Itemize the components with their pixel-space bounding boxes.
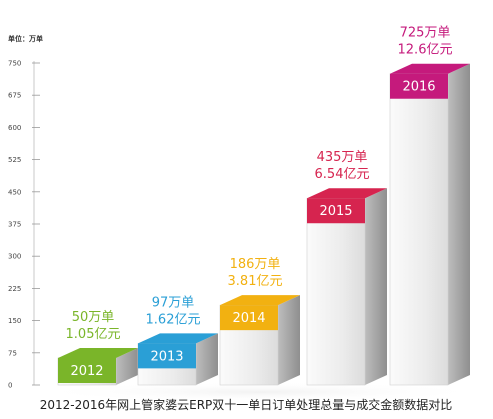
bar-top (307, 188, 387, 199)
unit-label: 单位：万单 (8, 34, 43, 43)
bar-front (389, 73, 449, 386)
y-tick-label: 225 (8, 285, 21, 293)
bar-top (138, 333, 218, 344)
bar-2012: 2012 (57, 348, 138, 386)
y-tick-label: 525 (8, 156, 21, 164)
order-count-label: 50万单 (72, 310, 115, 325)
amount-label: 1.05亿元 (66, 327, 121, 342)
amount-label: 12.6亿元 (398, 43, 453, 58)
y-axis: 0 75 150 225 300 375 450 525 600 675 750 (8, 60, 40, 390)
bar-side (448, 63, 470, 385)
year-label: 2012 (70, 364, 103, 379)
year-label: 2013 (150, 349, 183, 364)
bar-side (365, 188, 387, 385)
order-count-label: 97万单 (152, 295, 195, 310)
order-count-label: 435万单 (317, 150, 368, 165)
bar-color-band (58, 358, 116, 383)
bar-side (196, 333, 218, 385)
bar-side (116, 348, 138, 385)
y-tick-label: 75 (8, 349, 17, 357)
amount-label: 6.54亿元 (315, 167, 370, 182)
amount-label: 1.62亿元 (146, 312, 201, 327)
bar-2013: 2013 (137, 333, 218, 386)
year-label: 2016 (402, 80, 435, 95)
order-count-label: 186万单 (230, 257, 281, 272)
y-tick-label: 300 (8, 253, 21, 261)
y-tick-label: 0 (8, 382, 12, 390)
bar-side (278, 295, 300, 385)
bar-color-band (138, 343, 196, 369)
y-tick-label: 600 (8, 124, 21, 132)
bar-front (306, 197, 366, 386)
bar-2015: 2015 (306, 188, 387, 386)
bar-2016: 2016 (389, 63, 470, 386)
bar-2014: 2014 (219, 295, 300, 386)
y-tick-label: 450 (8, 188, 21, 196)
y-tick-label: 750 (8, 60, 21, 68)
bar-color-band (220, 305, 278, 331)
bar-top (58, 348, 138, 358)
y-tick-label: 150 (8, 317, 21, 325)
value-labels: 50万单 1.05亿元 97万单 1.62亿元 186万单 3.81亿元 435万单 6.54… (66, 26, 453, 342)
bar-top (220, 295, 300, 306)
bars: 2012 2013 2014 2015 2016 (30, 63, 490, 402)
amount-label: 3.81亿元 (228, 274, 283, 289)
order-count-label: 725万单 (400, 26, 451, 41)
chart-caption: 2012-2016年网上管家婆云ERP双十一单日订单处理总量与成交金额数据对比 (40, 397, 453, 412)
bar-color-band (390, 73, 448, 99)
y-tick-label: 675 (8, 92, 21, 100)
year-label: 2015 (319, 204, 352, 219)
year-label: 2014 (232, 311, 265, 326)
bar-color-band (307, 198, 365, 224)
bar-top (390, 63, 470, 74)
y-tick-label: 375 (8, 221, 21, 229)
